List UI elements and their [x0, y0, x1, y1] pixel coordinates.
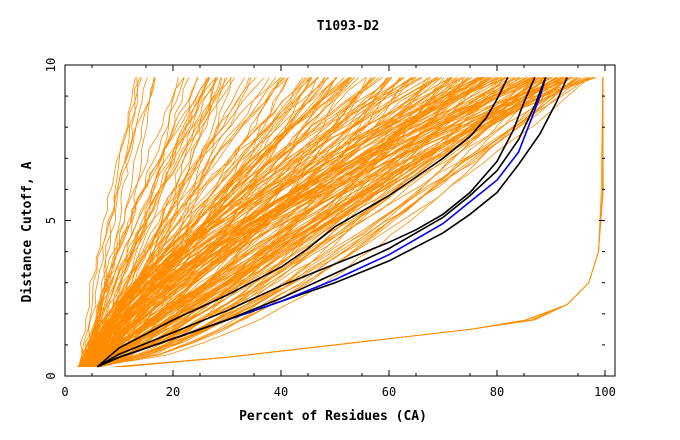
- model-curve: [91, 77, 574, 367]
- model-curve: [90, 77, 544, 368]
- model-curve: [92, 77, 373, 368]
- model-curve: [84, 77, 485, 367]
- x-tick-label: 20: [166, 385, 180, 399]
- model-curve: [95, 77, 531, 367]
- model-curve: [94, 77, 579, 368]
- model-curve: [85, 77, 185, 367]
- y-tick-label: 5: [44, 217, 58, 224]
- model-curve: [99, 77, 265, 367]
- model-curve: [97, 77, 257, 367]
- model-curve: [95, 77, 383, 367]
- model-curve: [81, 77, 507, 367]
- x-tick-label: 100: [594, 385, 616, 399]
- model-curve: [89, 77, 452, 367]
- model-curve: [82, 77, 338, 367]
- model-curve: [88, 77, 562, 368]
- x-tick-label: 60: [382, 385, 396, 399]
- model-curve: [81, 77, 588, 367]
- model-curve: [89, 77, 210, 367]
- model-curves: [77, 77, 604, 368]
- model-curve: [95, 77, 308, 367]
- reference-curve-5: [97, 77, 547, 368]
- model-curve: [84, 77, 469, 368]
- model-curve: [88, 77, 545, 368]
- reference-curve-2: [96, 77, 536, 368]
- model-curve: [84, 77, 458, 368]
- model-curve: [93, 77, 246, 367]
- model-curve: [96, 77, 387, 368]
- model-curve: [95, 77, 534, 368]
- model-curve: [93, 77, 464, 368]
- model-curve: [94, 77, 136, 367]
- axis-ticks: 0 20 40 60 80 100 0 5 10: [44, 58, 616, 399]
- model-curve: [85, 77, 548, 367]
- model-curve: [79, 77, 190, 367]
- model-curve: [99, 77, 533, 367]
- x-tick-label: 80: [490, 385, 504, 399]
- model-curve: [88, 77, 326, 368]
- model-curve: [86, 77, 514, 368]
- model-curve: [78, 77, 502, 368]
- x-tick-label: 40: [274, 385, 288, 399]
- model-curve: [89, 77, 550, 368]
- model-curve: [89, 77, 375, 367]
- y-axis-label: Distance Cutoff, A: [20, 161, 35, 302]
- model-curve: [84, 77, 210, 368]
- model-curve: [93, 77, 223, 367]
- model-curve: [89, 77, 217, 367]
- model-curve: [77, 77, 589, 368]
- model-curve: [81, 77, 156, 367]
- model-curve: [100, 77, 252, 367]
- reference-curve-1: [96, 77, 509, 368]
- model-curve: [82, 77, 482, 368]
- model-curve: [94, 77, 553, 367]
- model-curve: [100, 77, 428, 368]
- model-curve: [80, 77, 141, 367]
- model-curve: [99, 77, 312, 368]
- x-axis-label: Percent of Residues (CA): [239, 409, 427, 424]
- chart-title: T1093-D2: [317, 19, 380, 34]
- model-curve: [96, 77, 537, 368]
- x-tick-label: 0: [61, 385, 68, 399]
- model-curve: [87, 77, 544, 368]
- model-curve: [82, 77, 484, 367]
- model-curve: [81, 77, 568, 368]
- model-curve: [86, 77, 483, 367]
- model-curve: [90, 77, 330, 367]
- model-curve: [84, 77, 211, 367]
- model-curve: [99, 77, 539, 368]
- model-curve: [95, 77, 452, 368]
- y-tick-label: 0: [44, 372, 58, 379]
- model-curve: [98, 77, 576, 368]
- model-curve: [78, 77, 329, 367]
- model-curve: [88, 77, 439, 368]
- y-tick-label: 10: [44, 58, 58, 72]
- model-curve: [95, 77, 532, 367]
- reference-curves: [96, 77, 568, 368]
